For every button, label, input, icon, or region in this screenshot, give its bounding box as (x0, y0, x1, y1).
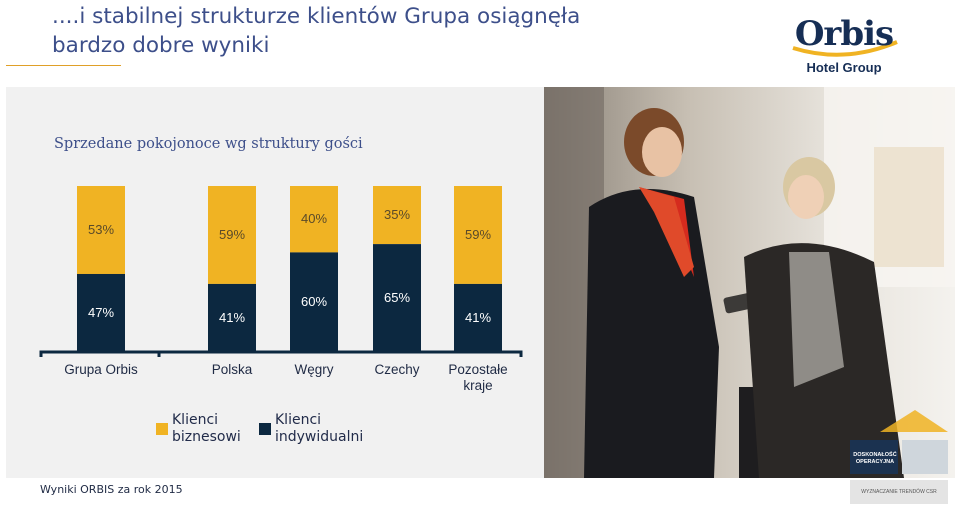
logo-swoosh-icon (792, 40, 898, 57)
data-label-individual-3: 65% (384, 290, 410, 305)
bar-business-1 (208, 186, 256, 284)
bar-business-4 (454, 186, 502, 284)
logo-name: Orbis (794, 14, 894, 54)
category-label-4-line2: kraje (463, 378, 492, 393)
title-underline (6, 65, 121, 66)
data-label-individual-4: 41% (465, 310, 491, 325)
data-label-business-1: 59% (219, 227, 245, 242)
legend-swatch-business (156, 423, 168, 435)
badge-csr: WYZNACZANIE TRENDÓW CSR (861, 489, 937, 495)
data-label-business-4: 59% (465, 227, 491, 242)
chart-title: Sprzedane pokojonoce wg struktury gości (54, 136, 363, 152)
data-label-business-0: 53% (88, 222, 114, 237)
legend-label-individual: Klienci indywidualni (275, 412, 364, 445)
category-label-2: Węgry (294, 362, 333, 377)
title-line-1: ....i stabilnej strukturze klientów Grup… (52, 4, 581, 29)
orbis-logo: Orbis Hotel Group (785, 6, 903, 76)
title-line-2: bardzo dobre wyniki (52, 33, 270, 58)
data-label-individual-2: 60% (301, 294, 327, 309)
legend-swatch-individual (259, 423, 271, 435)
strategy-badges: DOSKONAŁOŚĆ OPERACYJNA WYZNACZANIE TREND… (850, 408, 950, 505)
legend-item-individual: Klienci indywidualni (259, 412, 364, 446)
category-label-0: Grupa Orbis (64, 362, 138, 377)
bar-individual-3 (373, 244, 421, 352)
bar-business-0 (77, 186, 125, 274)
data-label-individual-0: 47% (88, 305, 114, 320)
data-label-business-3: 35% (384, 207, 410, 222)
bar-business-3 (373, 186, 421, 245)
data-label-individual-1: 41% (219, 310, 245, 325)
badge-operational: DOSKONAŁOŚĆ OPERACYJNA (853, 452, 897, 465)
category-label-3: Czechy (374, 362, 419, 377)
legend-item-business: Klienci biznesowi (156, 412, 241, 446)
business-women-photo (544, 87, 955, 478)
category-label-1: Polska (212, 362, 253, 377)
logo-subtitle: Hotel Group (806, 60, 882, 75)
page-title: ....i stabilnej strukturze klientów Grup… (52, 2, 752, 60)
data-label-business-2: 40% (301, 211, 327, 226)
x-axis-line (39, 350, 523, 357)
bar-individual-4 (454, 283, 502, 352)
footer-text: Wyniki ORBIS za rok 2015 (40, 483, 183, 496)
bar-individual-2 (290, 252, 338, 352)
bar-individual-0 (77, 273, 125, 352)
legend-label-business: Klienci biznesowi (172, 412, 241, 445)
category-label-4: Pozostałe (448, 362, 507, 377)
bar-business-2 (290, 186, 338, 253)
bar-individual-1 (208, 283, 256, 352)
